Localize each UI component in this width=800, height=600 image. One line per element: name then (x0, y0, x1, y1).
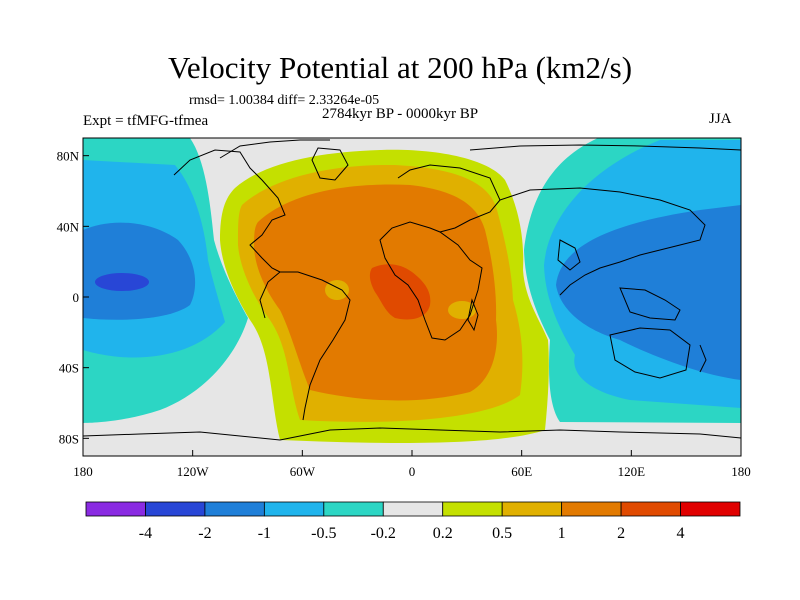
y-axis: 80N 40N 0 40S 80S (57, 149, 89, 446)
colorbar-swatch (501, 501, 563, 517)
x-tick-label: 60W (290, 464, 316, 479)
colorbar-swatch (561, 501, 622, 517)
colorbar-label: 2 (617, 525, 625, 542)
colorbar-label: -4 (139, 525, 152, 542)
x-tick-label: 180 (731, 464, 751, 479)
velocity-potential-field (83, 138, 741, 456)
colorbar: -4 -2 -1 -0.5 -0.2 0.2 0.5 1 2 4 (85, 501, 741, 542)
colorbar-swatch (263, 501, 325, 517)
colorbar-label: -0.2 (371, 525, 396, 542)
coastlines (83, 139, 741, 441)
x-tick-label: 120E (618, 464, 646, 479)
x-tick-label: 180 (73, 464, 93, 479)
colorbar-swatch (145, 501, 206, 517)
y-tick-label: 40S (59, 361, 79, 376)
y-tick-label: 80N (57, 149, 80, 164)
chart-title: Velocity Potential at 200 hPa (km2/s) (167, 50, 633, 85)
season-label: JJA (709, 111, 732, 127)
colorbar-label: 0.5 (492, 525, 512, 542)
colorbar-label: 4 (677, 525, 685, 542)
colorbar-swatch (204, 501, 265, 517)
band-minus-1-west (83, 222, 196, 320)
x-tick-label: 60E (511, 464, 532, 479)
colorbar-label: -0.5 (311, 525, 336, 542)
x-axis: 180 120W 60W 0 60E 120E 180 (73, 450, 751, 479)
experiment-label: Expt = tfMFG-tfmea (83, 113, 209, 129)
colorbar-label: 1 (558, 525, 566, 542)
y-tick-label: 80S (59, 431, 79, 446)
stats-line: rmsd= 1.00384 diff= 2.33264e-05 (189, 93, 380, 108)
colorbar-swatch (442, 501, 503, 517)
colorbar-label: 0.2 (433, 525, 453, 542)
period-label: 2784kyr BP - 0000kyr BP (322, 106, 479, 122)
x-tick-label: 0 (409, 464, 416, 479)
colorbar-swatch (85, 501, 146, 517)
colorbar-swatch (382, 501, 444, 517)
colorbar-label: -1 (258, 525, 271, 542)
colorbar-label: -2 (198, 525, 211, 542)
band-minus-2-west (95, 273, 149, 291)
x-tick-label: 120W (177, 464, 210, 479)
colorbar-swatch (323, 501, 384, 517)
y-tick-label: 40N (57, 219, 80, 234)
colorbar-swatch (680, 501, 741, 517)
colorbar-swatch (620, 501, 681, 517)
positive-field-2 (369, 264, 431, 320)
y-tick-label: 0 (73, 290, 80, 305)
band-minus-1-east (556, 205, 741, 380)
